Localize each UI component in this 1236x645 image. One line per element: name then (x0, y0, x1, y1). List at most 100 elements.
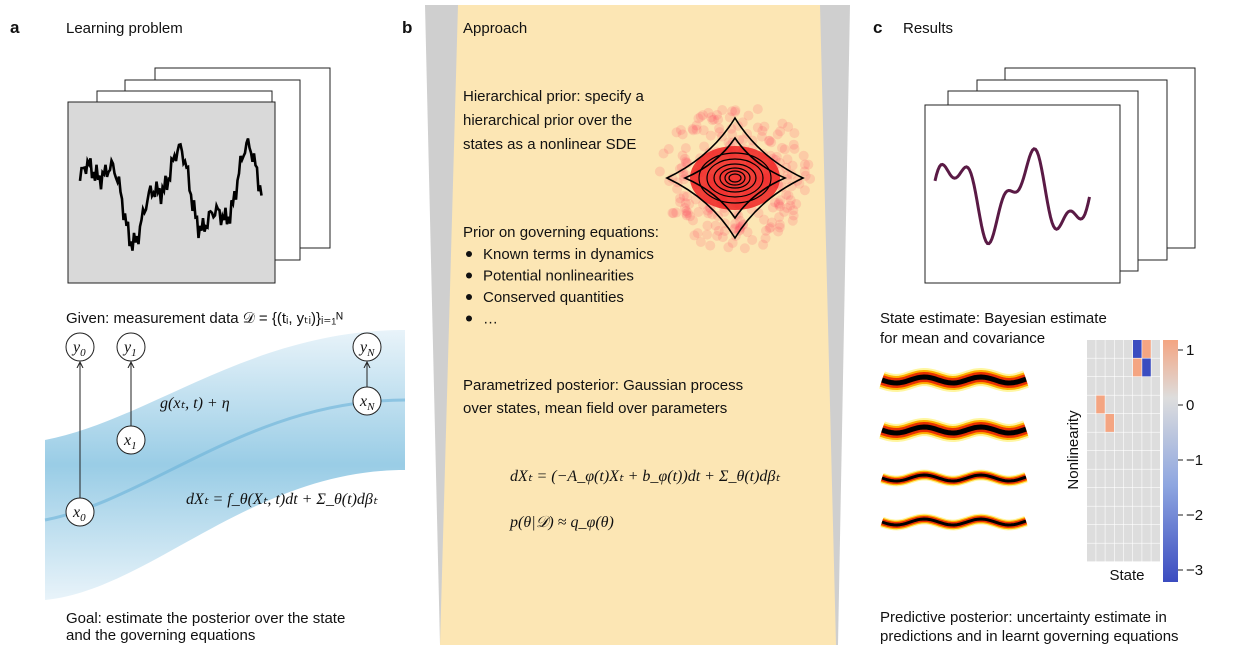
prior-text: states as a nonlinear SDE (463, 136, 636, 153)
heatmap-cell (1142, 507, 1151, 525)
sample (770, 197, 780, 207)
node-base: x (359, 393, 367, 410)
heatmap-cell (1105, 377, 1114, 395)
sample (730, 107, 740, 117)
colorbar-ticks: 10−1−2−3 (1178, 342, 1203, 579)
sample (775, 126, 785, 136)
panel-letter: a (10, 18, 20, 37)
heatmap-cell (1096, 451, 1105, 469)
sample (761, 233, 771, 243)
sample (782, 154, 792, 164)
heatmap-cell (1124, 451, 1133, 469)
heatmap-cell (1096, 340, 1105, 358)
sample (780, 144, 790, 154)
y-axis-label: Nonlinearity (1065, 410, 1082, 490)
heatmap-cell (1133, 488, 1142, 506)
sample (693, 113, 703, 123)
sample (705, 241, 715, 251)
bullet-text: Known terms in dynamics (483, 246, 654, 263)
heatmap-cell (1105, 488, 1114, 506)
panel-letter: c (873, 18, 882, 37)
page: a Learning problem b Approach c Results … (0, 0, 1236, 645)
heatmap-cell (1151, 414, 1160, 432)
panel-title: Approach (463, 20, 527, 37)
sample (799, 151, 809, 161)
heatmap (1087, 340, 1160, 561)
heatmap-cell (1151, 433, 1160, 451)
heatmap-cell (1096, 544, 1105, 562)
heatmap-cell (1142, 396, 1151, 414)
heatmap-cell (1133, 377, 1142, 395)
colorbar-tick-label: −1 (1186, 452, 1203, 469)
heatmap-cell (1142, 359, 1151, 377)
heatmap-cell (1096, 414, 1105, 432)
prior-text: hierarchical prior over the (463, 112, 632, 129)
heatmap-cell (1124, 488, 1133, 506)
heatmap-cell (1133, 414, 1142, 432)
heatmap-cell (1142, 377, 1151, 395)
heatmap-cell (1115, 433, 1124, 451)
heatmap-cell (1087, 433, 1096, 451)
heatmap-cell (1087, 414, 1096, 432)
uncertainty-band (45, 330, 405, 600)
heatmap-cell (1133, 340, 1142, 358)
heatmap-cell (1087, 451, 1096, 469)
heatmap-cell (1115, 359, 1124, 377)
sde-eq: dXₜ = f_θ(Xₜ, t)dt + Σ_θ(t)dβₜ (186, 491, 378, 508)
heatmap-cell (1124, 544, 1133, 562)
sample (800, 166, 810, 176)
observation-eq: g(xₜ, t) + η (160, 395, 230, 412)
sample (688, 125, 698, 135)
posterior-strips (882, 377, 1026, 525)
heatmap-cell (1133, 470, 1142, 488)
colorbar-tick-label: −3 (1186, 562, 1203, 579)
heatmap-cell (1142, 470, 1151, 488)
heatmap-cell (1105, 470, 1114, 488)
frame (68, 102, 275, 283)
sample (706, 131, 716, 141)
sample (753, 104, 763, 114)
sample (740, 243, 750, 253)
heatmap-cell (1105, 433, 1114, 451)
node-sub: N (366, 401, 375, 413)
heatmap-cell (1151, 507, 1160, 525)
heatmap-cell (1087, 340, 1096, 358)
heatmap-cell (1105, 507, 1114, 525)
heatmap-cell (1133, 433, 1142, 451)
goal-text: Goal: estimate the posterior over the st… (66, 610, 345, 627)
bullet (466, 273, 472, 279)
heatmap-cell (1115, 488, 1124, 506)
sample (664, 144, 674, 154)
bullet-text: Potential nonlinearities (483, 268, 634, 285)
heatmap-cell (1133, 544, 1142, 562)
heatmap-cell (1096, 396, 1105, 414)
frame (925, 105, 1120, 283)
heatmap-cell (1096, 525, 1105, 543)
heatmap-cell (1151, 340, 1160, 358)
sample (789, 211, 799, 221)
node-base: x (123, 432, 131, 449)
node-sub: N (366, 347, 375, 359)
colorbar (1163, 340, 1178, 582)
heatmap-cell (1105, 340, 1114, 358)
node-sub: 0 (80, 347, 86, 359)
heatmap-cell (1142, 488, 1151, 506)
sample (753, 123, 763, 133)
sample (714, 226, 724, 236)
sample (702, 230, 712, 240)
heatmap-cell (1087, 544, 1096, 562)
sample (707, 115, 717, 125)
heatmap-cell (1133, 525, 1142, 543)
bullet (466, 251, 472, 257)
heatmap-cell (1133, 359, 1142, 377)
panel-title: Learning problem (66, 20, 183, 37)
heatmap-cell (1105, 451, 1114, 469)
heatmap-cell (1087, 507, 1096, 525)
heatmap-cell (1142, 451, 1151, 469)
x-axis-label: State (1109, 567, 1144, 584)
heatmap-cell (1133, 451, 1142, 469)
heatmap-cell (1142, 544, 1151, 562)
heatmap-cell (1105, 396, 1114, 414)
colorbar-tick-label: 1 (1186, 342, 1194, 359)
node-sub: 1 (131, 440, 137, 452)
